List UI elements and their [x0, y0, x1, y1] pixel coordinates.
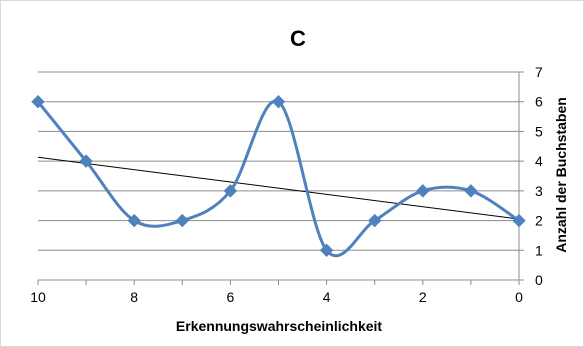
data-point-x1	[464, 184, 478, 198]
x-tick-label-0: 0	[515, 289, 523, 305]
x-tick-labels: 10 8 6 4 2 0	[30, 289, 523, 305]
data-point-x2	[416, 184, 430, 198]
x-tick-label-10: 10	[30, 289, 46, 305]
y-tick-labels: 0 1 2 3 4 5 6 7	[535, 64, 543, 288]
markers-layer	[31, 95, 526, 257]
data-point-x5	[271, 95, 286, 109]
y-axis-title: Anzahl der Buchstaben	[553, 97, 569, 253]
data-point-x8	[127, 213, 141, 228]
y-tick-label-7: 7	[535, 64, 543, 80]
series-layer	[36, 99, 521, 258]
y-tick-label-3: 3	[535, 183, 543, 199]
y-tick-label-5: 5	[535, 123, 543, 139]
data-point-x6	[223, 184, 238, 198]
data-point-x9	[79, 154, 93, 168]
y-tick-label-4: 4	[535, 153, 543, 169]
y-tick-label-2: 2	[535, 213, 543, 229]
linear-trendline	[37, 156, 520, 220]
x-tick-label-8: 8	[130, 289, 138, 305]
data-point-x10	[31, 95, 45, 109]
data-point-x4	[319, 243, 334, 257]
x-tick-label-4: 4	[323, 289, 331, 305]
x-tick-label-6: 6	[227, 289, 235, 305]
y-tick-label-1: 1	[535, 242, 543, 258]
trendline-layer	[37, 156, 520, 220]
y-tick-label-0: 0	[535, 272, 543, 288]
data-point-x0	[512, 213, 526, 228]
y-tick-label-6: 6	[535, 94, 543, 110]
series-line-0	[36, 99, 521, 258]
chart-title: C	[290, 26, 306, 51]
x-tick-label-2: 2	[419, 289, 427, 305]
x-axis-title: Erkennungswahrscheinlichkeit	[176, 318, 383, 334]
data-point-x7	[175, 213, 190, 228]
data-point-x3	[367, 213, 382, 228]
